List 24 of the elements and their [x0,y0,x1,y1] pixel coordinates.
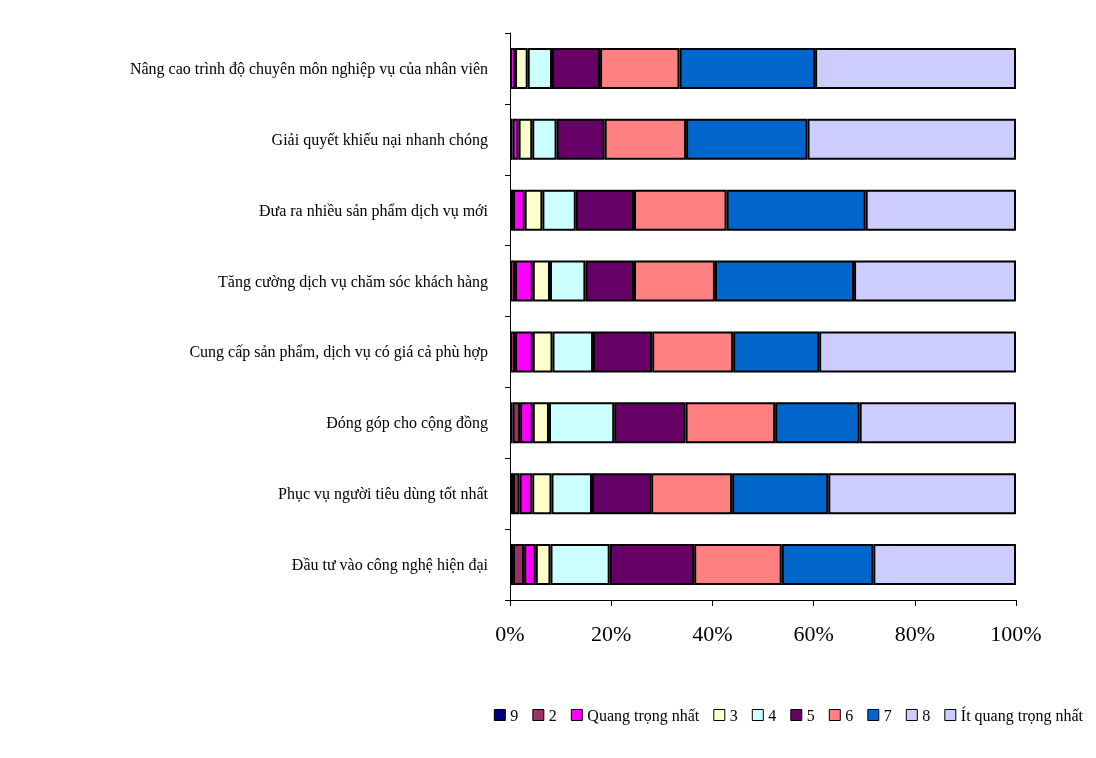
legend-label: 4 [768,706,777,724]
legend-label: Quang trọng nhất [587,706,700,725]
legend-label: 6 [845,706,854,724]
x-tick-label: 60% [793,620,834,646]
legend-label: 7 [883,706,892,724]
x-tick-label: 80% [894,620,935,646]
legend-label: 5 [806,706,815,724]
x-tick-label: 20% [591,620,632,646]
legend-label: 3 [729,706,738,724]
x-tick-label: 100% [990,620,1042,646]
y-tick-label: Nâng cao trình độ chuyên môn nghiệp vụ của nhân viên [129,59,488,78]
y-tick-label: Cung cấp sản phẩm, dịch vụ có giá cả phù hợp [189,343,488,362]
y-tick-label: Đầu tư vào công nghệ hiện đại [291,556,489,575]
y-tick-label: Đóng góp cho cộng đồng [326,414,488,433]
legend-label: 8 [922,706,931,724]
legend-label: 2 [548,706,557,724]
x-tick-label: 0% [495,620,525,646]
legend-label: 9 [510,706,519,724]
y-tick-label: Tăng cường dịch vụ chăm sóc khách hàng [218,272,488,291]
x-tick-label: 40% [692,620,733,646]
y-tick-label: Phục vụ người tiêu dùng tốt nhất [277,485,489,504]
y-tick-label: Đưa ra nhiều sản phẩm dịch vụ mới [258,201,489,220]
y-tick-label: Giải quyết khiếu nại nhanh chóng [271,130,488,149]
legend-label: Ít quang trọng nhất [960,705,1084,725]
